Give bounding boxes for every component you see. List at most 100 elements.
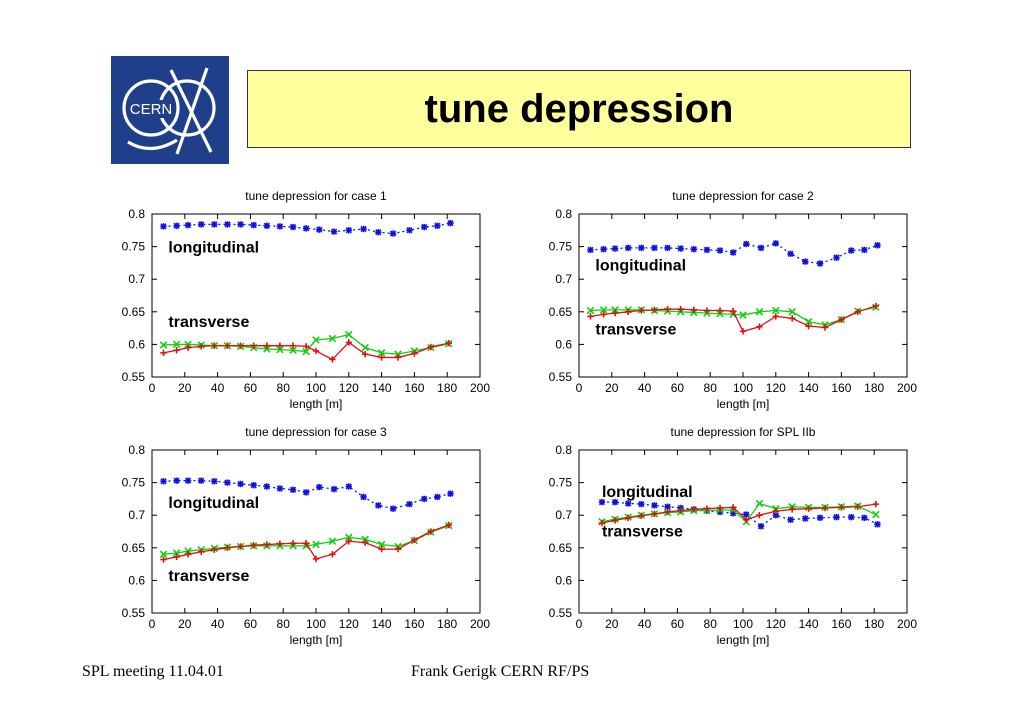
data-point-transverse_x (172, 549, 181, 557)
data-point-longitudinal (861, 514, 868, 522)
data-point-longitudinal (302, 489, 310, 496)
data-point-transverse_y (625, 308, 632, 315)
data-point-longitudinal (664, 503, 671, 510)
data-point-transverse_y (677, 507, 684, 514)
x-tick-label: 60 (671, 381, 685, 395)
data-point-transverse_y (651, 306, 658, 314)
data-point-longitudinal (848, 513, 855, 521)
data-point-transverse_x (159, 341, 168, 349)
data-point-transverse_y (394, 545, 402, 553)
footer-center: Frank Gerigk CERN RF/PS (411, 663, 590, 680)
annotation-transverse: transverse (168, 568, 249, 585)
data-point-transverse_y (312, 555, 320, 563)
x-tick-label: 140 (372, 617, 392, 631)
x-tick-label: 120 (339, 381, 359, 395)
data-point-longitudinal (375, 502, 382, 509)
x-tick-label: 140 (799, 381, 819, 395)
data-point-transverse_y (838, 504, 845, 511)
data-point-longitudinal (802, 258, 809, 265)
data-point-transverse_y (237, 543, 244, 550)
data-point-transverse_y (821, 324, 829, 331)
data-point-longitudinal (787, 516, 794, 523)
data-point-transverse_x (755, 308, 764, 316)
y-tick-label: 0.6 (555, 573, 572, 587)
data-point-transverse_y (312, 347, 320, 355)
data-point-transverse_y (756, 323, 763, 330)
data-point-transverse_y (805, 322, 812, 330)
data-point-transverse_y (345, 339, 352, 346)
cern-logo-text: CERN (130, 101, 173, 118)
y-tick-label: 0.75 (122, 240, 146, 254)
data-point-longitudinal (276, 223, 284, 230)
data-point-transverse_y (394, 354, 402, 361)
data-point-transverse_x (159, 550, 168, 559)
data-point-transverse_y (854, 503, 861, 510)
data-point-longitudinal (345, 483, 352, 490)
data-point-transverse_y (854, 308, 861, 315)
data-point-transverse_y (378, 354, 385, 361)
data-point-transverse_y (638, 307, 645, 314)
y-tick-label: 0.8 (555, 207, 572, 221)
data-point-transverse_y (173, 553, 180, 561)
data-point-transverse_x (172, 340, 181, 349)
y-tick-label: 0.75 (122, 476, 146, 490)
data-point-transverse_y (789, 315, 796, 322)
data-point-longitudinal (757, 523, 765, 530)
data-point-transverse_y (411, 350, 418, 357)
data-point-transverse_y (872, 500, 880, 508)
data-point-longitudinal (638, 500, 645, 508)
data-point-longitudinal (611, 245, 619, 252)
data-point-transverse_x (377, 540, 386, 549)
data-point-longitudinal (263, 483, 270, 490)
x-tick-label: 80 (704, 381, 718, 395)
data-point-longitudinal (434, 222, 441, 229)
data-point-transverse_y (224, 544, 231, 551)
x-axis-label: length [m] (290, 397, 343, 411)
x-tick-label: 180 (864, 617, 884, 631)
annotation-transverse: transverse (168, 314, 249, 331)
data-point-longitudinal (816, 514, 824, 522)
data-point-transverse_y (427, 528, 434, 535)
annotation-longitudinal: longitudinal (595, 258, 686, 275)
x-axis-label: length [m] (717, 633, 770, 647)
data-point-transverse_y (677, 305, 684, 313)
data-point-longitudinal (360, 493, 367, 501)
data-point-longitudinal (874, 242, 881, 249)
data-point-longitudinal (421, 223, 428, 231)
data-point-transverse_y (821, 504, 829, 512)
chart-case-3: tune depression for case 3 0.55 0.6 0.65 0.7… (100, 418, 491, 648)
data-point-longitudinal (772, 512, 779, 519)
x-tick-label: 140 (799, 617, 819, 631)
data-point-transverse_y (263, 342, 270, 349)
chart-title: tune depression for SPL IIb (671, 425, 816, 439)
data-point-longitudinal (651, 502, 658, 509)
data-point-transverse_y (729, 504, 737, 511)
chart-case-1-svg: tune depression for case 1 0.55 0.6 0.65 0.7… (122, 189, 491, 411)
data-point-transverse_x (755, 499, 764, 508)
data-point-transverse_y (872, 302, 880, 310)
x-tick-label: 160 (404, 381, 424, 395)
data-point-longitudinal (716, 247, 724, 254)
data-point-transverse_x (328, 334, 337, 343)
x-tick-label: 120 (339, 617, 359, 631)
footer-left: SPL meeting 11.04.01 (82, 663, 224, 680)
x-tick-label: 120 (766, 617, 786, 631)
data-point-transverse_x (361, 343, 369, 352)
data-point-transverse_y (250, 342, 257, 349)
y-tick-label: 0.6 (555, 337, 572, 351)
data-point-longitudinal (289, 223, 297, 231)
data-point-transverse_y (743, 516, 750, 523)
data-point-transverse_y (362, 350, 369, 358)
chart-case-1: tune depression for case 1 0.55 0.6 0.65 0.7… (100, 182, 491, 412)
data-point-transverse_y (664, 508, 671, 516)
data-point-transverse_x (302, 347, 310, 356)
data-point-longitudinal (250, 482, 257, 489)
annotation-longitudinal: longitudinal (168, 239, 259, 256)
series-line-longitudinal (163, 479, 451, 510)
data-point-transverse_y (703, 505, 711, 512)
chart-case-2-svg: tune depression for case 2 0.55 0.6 0.65 0.7… (549, 189, 918, 411)
data-point-longitudinal (198, 477, 205, 484)
data-point-longitudinal (330, 485, 338, 493)
y-tick-label: 0.55 (549, 606, 573, 620)
data-point-transverse_x (599, 306, 608, 314)
